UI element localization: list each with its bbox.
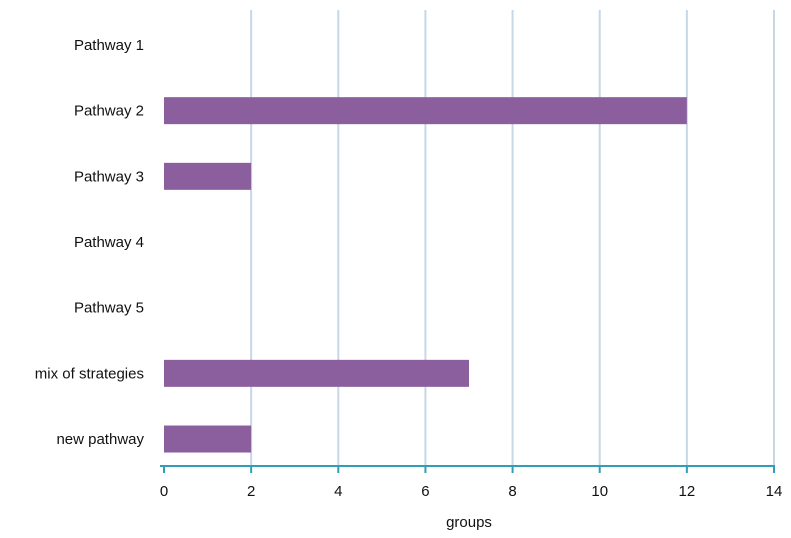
x-tick-label: 6 <box>421 483 429 500</box>
category-label: Pathway 5 <box>74 300 144 317</box>
gridlines <box>250 10 775 466</box>
bars <box>164 97 687 453</box>
x-tick-label: 8 <box>508 483 516 500</box>
category-label: Pathway 4 <box>74 234 144 251</box>
bar <box>164 359 469 387</box>
category-label: new pathway <box>56 431 144 448</box>
bar <box>164 97 687 125</box>
x-tick-label: 2 <box>247 483 255 500</box>
category-label: Pathway 3 <box>74 168 144 185</box>
x-tick-label: 14 <box>766 483 783 500</box>
x-tick-label: 10 <box>591 483 608 500</box>
category-labels: Pathway 1 Pathway 2 Pathway 3 Pathway 4 Path… <box>35 37 145 448</box>
x-tick-label: 4 <box>334 483 342 500</box>
bar <box>164 425 252 453</box>
x-tick-label: 12 <box>679 483 696 500</box>
x-axis: 0 2 4 6 8 10 12 14 <box>160 465 783 500</box>
bar <box>164 162 252 190</box>
x-axis-label: groups <box>446 514 492 531</box>
category-label: Pathway 2 <box>74 103 144 120</box>
category-label: mix of strategies <box>35 365 144 382</box>
category-label: Pathway 1 <box>74 37 144 54</box>
x-tick-label: 0 <box>160 483 168 500</box>
